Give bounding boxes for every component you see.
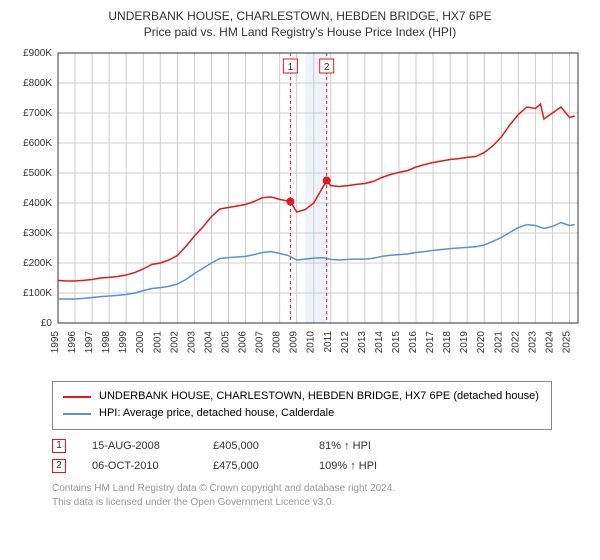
legend-label: UNDERBANK HOUSE, CHARLESTOWN, HEBDEN BRI… xyxy=(99,388,539,406)
svg-text:2025: 2025 xyxy=(561,330,572,353)
svg-text:2019: 2019 xyxy=(459,330,470,353)
svg-text:2010: 2010 xyxy=(306,330,317,353)
svg-text:2013: 2013 xyxy=(357,330,368,353)
transaction-marker: 2 xyxy=(52,459,66,473)
legend-swatch xyxy=(63,396,91,398)
svg-text:2017: 2017 xyxy=(425,330,436,353)
transaction-marker: 1 xyxy=(52,439,66,453)
transaction-hpi: 81% ↑ HPI xyxy=(319,440,409,452)
transaction-date: 06-OCT-2010 xyxy=(92,460,187,472)
svg-text:2014: 2014 xyxy=(374,330,385,353)
svg-text:2020: 2020 xyxy=(476,330,487,353)
transaction-hpi: 109% ↑ HPI xyxy=(319,460,409,472)
svg-text:1999: 1999 xyxy=(118,330,129,353)
legend-item: UNDERBANK HOUSE, CHARLESTOWN, HEBDEN BRI… xyxy=(63,388,541,406)
svg-text:£500K: £500K xyxy=(23,168,52,179)
line-chart-svg: £0 £100K £200K £300K £400K £500K £600K £700K £80… xyxy=(12,43,588,373)
svg-text:1996: 1996 xyxy=(67,330,78,353)
footnotes: Contains HM Land Registry data © Crown c… xyxy=(52,482,588,510)
svg-text:2003: 2003 xyxy=(186,330,197,353)
transaction-price: £475,000 xyxy=(213,460,293,472)
svg-text:2012: 2012 xyxy=(340,330,351,353)
svg-text:2007: 2007 xyxy=(255,330,266,353)
svg-text:2002: 2002 xyxy=(169,330,180,353)
svg-text:2024: 2024 xyxy=(544,330,555,353)
svg-text:£300K: £300K xyxy=(23,228,52,239)
svg-text:2022: 2022 xyxy=(510,330,521,353)
svg-text:£800K: £800K xyxy=(23,78,52,89)
svg-text:1997: 1997 xyxy=(84,330,95,353)
svg-text:£900K: £900K xyxy=(23,48,52,59)
legend-box: UNDERBANK HOUSE, CHARLESTOWN, HEBDEN BRI… xyxy=(52,381,552,430)
svg-text:2009: 2009 xyxy=(289,330,300,353)
svg-text:2011: 2011 xyxy=(323,330,334,352)
svg-text:2004: 2004 xyxy=(203,330,214,353)
svg-text:2001: 2001 xyxy=(152,330,163,353)
chart-title: UNDERBANK HOUSE, CHARLESTOWN, HEBDEN BRI… xyxy=(12,8,588,25)
svg-text:2016: 2016 xyxy=(408,330,419,353)
svg-text:2015: 2015 xyxy=(391,330,402,353)
svg-text:2023: 2023 xyxy=(527,330,538,353)
transactions-table: 1 15-AUG-2008 £405,000 81% ↑ HPI 2 06-OCT-201… xyxy=(52,436,588,476)
footnote-line-2: This data is licensed under the Open Gov… xyxy=(52,496,588,510)
chart-container: UNDERBANK HOUSE, CHARLESTOWN, HEBDEN BRI… xyxy=(0,0,600,518)
transaction-price: £405,000 xyxy=(213,440,293,452)
legend-label: HPI: Average price, detached house, Cald… xyxy=(99,405,334,423)
legend-swatch xyxy=(63,413,91,415)
footnote-line-1: Contains HM Land Registry data © Crown c… xyxy=(52,482,588,496)
transaction-row: 2 06-OCT-2010 £475,000 109% ↑ HPI xyxy=(52,456,588,476)
svg-text:£600K: £600K xyxy=(23,138,52,149)
chart-subtitle: Price paid vs. HM Land Registry's House … xyxy=(12,25,588,39)
legend-item: HPI: Average price, detached house, Cald… xyxy=(63,405,541,423)
svg-text:2008: 2008 xyxy=(272,330,283,353)
svg-text:£0: £0 xyxy=(41,318,53,329)
transaction-row: 1 15-AUG-2008 £405,000 81% ↑ HPI xyxy=(52,436,588,456)
svg-text:£100K: £100K xyxy=(23,288,52,299)
transaction-date: 15-AUG-2008 xyxy=(92,440,187,452)
svg-text:2021: 2021 xyxy=(493,330,504,353)
svg-text:2006: 2006 xyxy=(238,330,249,353)
svg-text:2018: 2018 xyxy=(442,330,453,353)
svg-text:£400K: £400K xyxy=(23,198,52,209)
svg-text:£200K: £200K xyxy=(23,258,52,269)
chart-area: £0 £100K £200K £300K £400K £500K £600K £700K £80… xyxy=(12,43,588,373)
svg-text:1995: 1995 xyxy=(50,330,61,353)
svg-text:2005: 2005 xyxy=(220,330,231,353)
svg-text:2000: 2000 xyxy=(135,330,146,353)
svg-text:£700K: £700K xyxy=(23,108,52,119)
svg-text:1998: 1998 xyxy=(101,330,112,353)
svg-text:2: 2 xyxy=(324,62,330,73)
svg-text:1: 1 xyxy=(288,62,294,73)
